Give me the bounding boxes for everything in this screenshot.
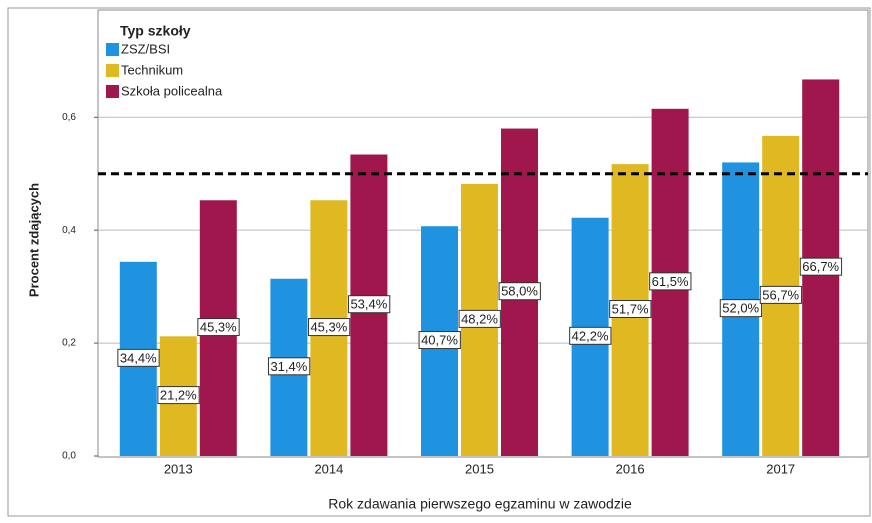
x-tick-label: 2015 <box>465 461 494 476</box>
y-tick-label: 0,2 <box>62 338 76 349</box>
legend-swatch <box>106 43 119 56</box>
data-label: 21,2% <box>160 388 197 403</box>
data-label: 51,7% <box>612 301 649 316</box>
data-label: 52,0% <box>722 301 759 316</box>
data-label: 34,4% <box>120 350 157 365</box>
data-label-box <box>719 299 763 318</box>
data-label-box <box>569 326 612 345</box>
y-tick-label: 0,6 <box>62 112 76 123</box>
legend-label: Technikum <box>121 62 183 77</box>
legend-swatch <box>106 64 119 77</box>
data-label-box <box>458 309 501 328</box>
data-label: 48,2% <box>461 311 498 326</box>
data-label: 66,7% <box>802 259 839 274</box>
legend-label: Szkoła policealna <box>121 83 223 98</box>
data-label-box <box>117 348 160 367</box>
data-label-box <box>609 299 652 318</box>
legend-label: ZSZ/BSI <box>121 41 170 56</box>
data-label-box <box>418 331 461 350</box>
x-axis-label: Rok zdawania pierwszego egzaminu w zawod… <box>328 496 632 512</box>
data-label: 40,7% <box>421 333 458 348</box>
y-axis-label: Procent zdających <box>26 183 41 297</box>
y-tick-label: 0,0 <box>62 451 76 462</box>
data-label-box <box>157 386 200 405</box>
x-tick-label: 2013 <box>164 461 193 476</box>
x-tick-label: 2016 <box>616 461 645 476</box>
data-label: 45,3% <box>310 320 347 335</box>
legend-swatch <box>106 85 119 98</box>
data-label-box <box>197 318 240 337</box>
data-label-box <box>498 282 541 301</box>
data-label-box <box>267 357 311 376</box>
data-label-box <box>649 272 692 291</box>
data-label: 31,4% <box>270 359 307 374</box>
x-tick-label: 2014 <box>314 461 343 476</box>
data-label: 45,3% <box>200 320 237 335</box>
data-label-box <box>347 295 391 314</box>
legend-title: Typ szkoły <box>120 23 191 39</box>
data-label-box <box>799 257 843 276</box>
data-label-box <box>759 285 803 304</box>
x-tick-label: 2017 <box>766 461 795 476</box>
data-label: 42,2% <box>572 328 609 343</box>
y-tick-label: 0,4 <box>62 225 76 236</box>
data-label: 58,0% <box>501 284 538 299</box>
data-label: 56,7% <box>762 287 799 302</box>
data-label: 61,5% <box>652 274 689 289</box>
data-label: 53,4% <box>350 297 387 312</box>
data-label-box <box>307 318 351 337</box>
